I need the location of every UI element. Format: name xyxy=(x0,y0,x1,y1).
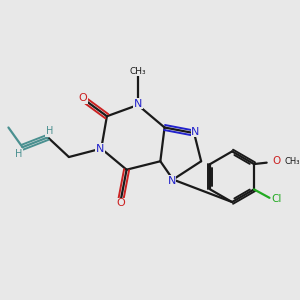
Text: O: O xyxy=(79,93,87,103)
Text: O: O xyxy=(117,199,125,208)
Text: N: N xyxy=(191,127,200,137)
Text: N: N xyxy=(134,99,142,109)
Text: CH₃: CH₃ xyxy=(284,157,300,166)
Text: O: O xyxy=(272,156,281,166)
Text: N: N xyxy=(167,176,176,186)
Text: N: N xyxy=(96,144,104,154)
Text: H: H xyxy=(15,149,22,159)
Text: CH₃: CH₃ xyxy=(130,67,146,76)
Text: H: H xyxy=(46,126,53,136)
Text: Cl: Cl xyxy=(271,194,282,204)
